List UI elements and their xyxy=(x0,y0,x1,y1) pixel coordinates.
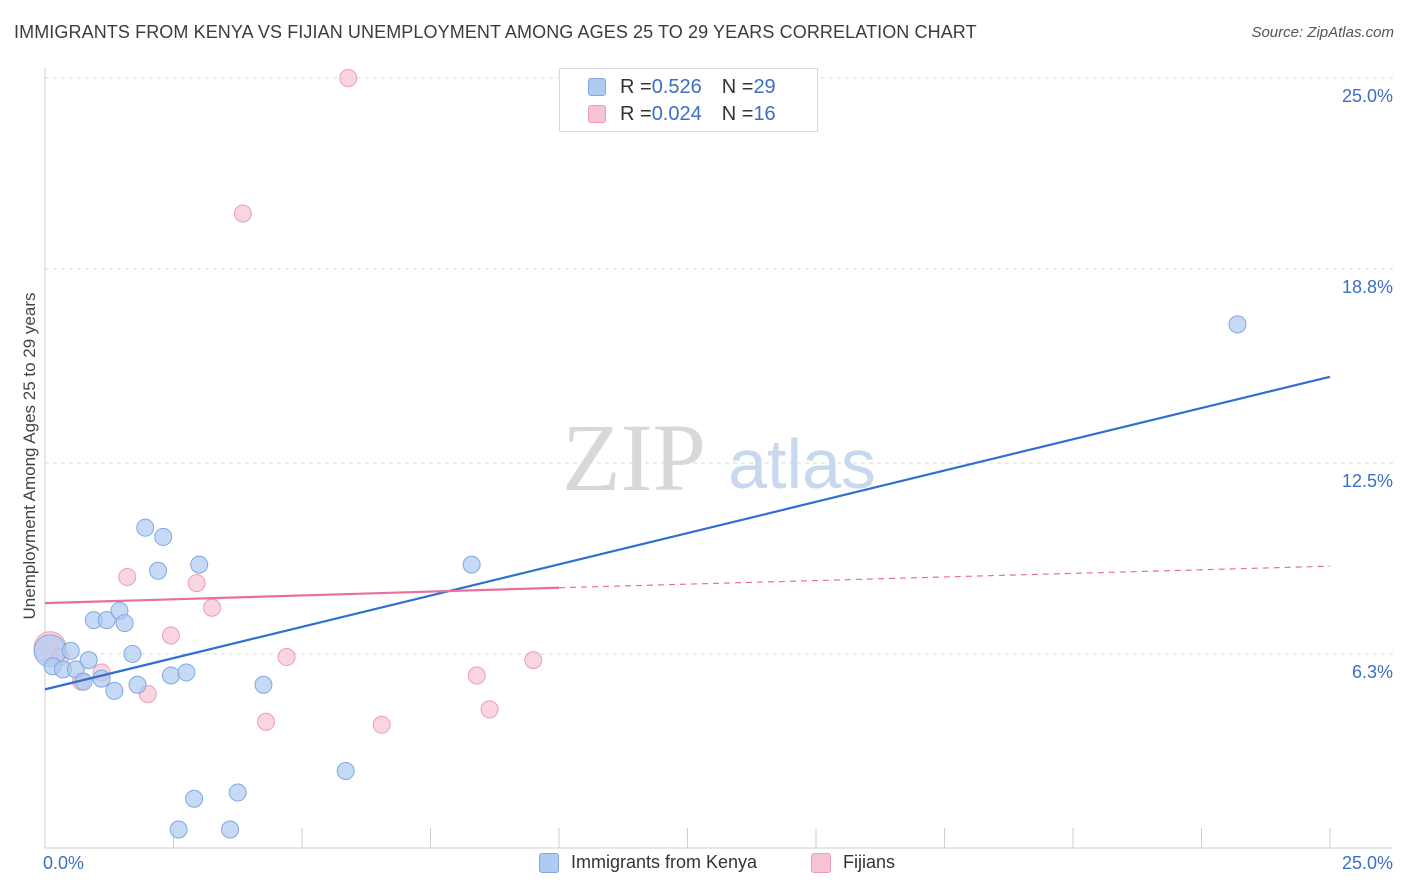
fijian-point xyxy=(480,700,499,719)
kenya-point xyxy=(336,762,355,780)
kenya-point xyxy=(92,669,111,688)
series-swatch-fijians xyxy=(811,852,831,873)
kenya-point xyxy=(123,644,142,663)
series-label-kenya: Immigrants from Kenya xyxy=(571,852,758,872)
kenya-trend-line xyxy=(44,375,1331,691)
kenya-point xyxy=(462,555,481,574)
fijian-point xyxy=(524,651,543,670)
legend-r-value: 0.024 xyxy=(651,102,702,125)
legend-n-value: 16 xyxy=(753,102,776,125)
series-label-fijians: Fijians xyxy=(843,852,896,872)
kenya-point xyxy=(185,789,204,808)
legend-r-label: R = xyxy=(620,102,652,125)
source-label: Source: ZipAtlas.com xyxy=(1251,24,1394,41)
series-legend: Immigrants from Kenya Fijians xyxy=(0,852,1406,876)
kenya-point xyxy=(115,614,134,633)
fijian-point xyxy=(187,574,206,593)
watermark-atlas: atlas xyxy=(728,425,876,503)
fijian-point xyxy=(118,567,137,586)
kenya-point xyxy=(254,675,273,694)
fijian-point xyxy=(161,626,180,645)
fijian-point xyxy=(467,666,486,685)
y-axis-title: Unemployment Among Ages 25 to 29 years xyxy=(20,292,39,620)
y-tick-label: 18.8% xyxy=(1342,277,1393,297)
kenya-point xyxy=(128,675,147,694)
legend-swatch-kenya xyxy=(588,78,606,96)
kenya-point xyxy=(136,518,155,537)
fijian-point xyxy=(203,598,222,617)
chart-title: IMMIGRANTS FROM KENYA VS FIJIAN UNEMPLOY… xyxy=(14,22,977,42)
kenya-point xyxy=(177,663,196,682)
kenya-point xyxy=(161,666,180,685)
kenya-point xyxy=(105,681,124,700)
kenya-point xyxy=(190,555,209,574)
legend-n-label: N = xyxy=(721,75,754,98)
kenya-point xyxy=(228,783,247,802)
fijian-trend-extension xyxy=(558,565,1331,589)
y-tick-label: 25.0% xyxy=(1342,86,1393,106)
kenya-point xyxy=(169,820,188,839)
y-tick-label: 6.3% xyxy=(1352,662,1393,682)
legend-r-value: 0.526 xyxy=(651,75,702,98)
fijian-point xyxy=(233,204,252,223)
kenya-point xyxy=(61,641,80,660)
fijian-point xyxy=(372,715,391,734)
kenya-point xyxy=(97,611,116,630)
series-legend-fijians[interactable]: Fijians xyxy=(811,852,895,873)
legend-row-fijians: R = 0.024 N = 16 xyxy=(588,102,776,126)
fijian-point xyxy=(257,712,276,731)
fijian-trend-line xyxy=(44,586,560,605)
kenya-point xyxy=(79,651,98,670)
kenya-point xyxy=(221,820,240,839)
fijian-point xyxy=(339,69,358,87)
kenya-point xyxy=(149,561,168,580)
legend-row-kenya: R = 0.526 N = 29 xyxy=(588,75,776,99)
legend-n-value: 29 xyxy=(753,75,776,98)
legend-n-label: N = xyxy=(721,102,754,125)
fijian-point xyxy=(277,648,296,667)
x-tick-label: 25.0% xyxy=(1342,853,1393,873)
series-swatch-kenya xyxy=(539,852,559,873)
stats-legend: R = 0.526 N = 29 R = 0.024 N = 16 xyxy=(559,68,818,132)
kenya-point xyxy=(154,527,173,546)
series-legend-kenya[interactable]: Immigrants from Kenya xyxy=(539,852,757,873)
kenya-point xyxy=(1228,315,1247,334)
x-tick-label: 0.0% xyxy=(43,853,84,873)
y-tick-label: 12.5% xyxy=(1342,471,1393,491)
watermark-zip: ZIP xyxy=(562,404,706,511)
legend-swatch-fijians xyxy=(588,105,606,123)
legend-r-label: R = xyxy=(620,75,652,98)
